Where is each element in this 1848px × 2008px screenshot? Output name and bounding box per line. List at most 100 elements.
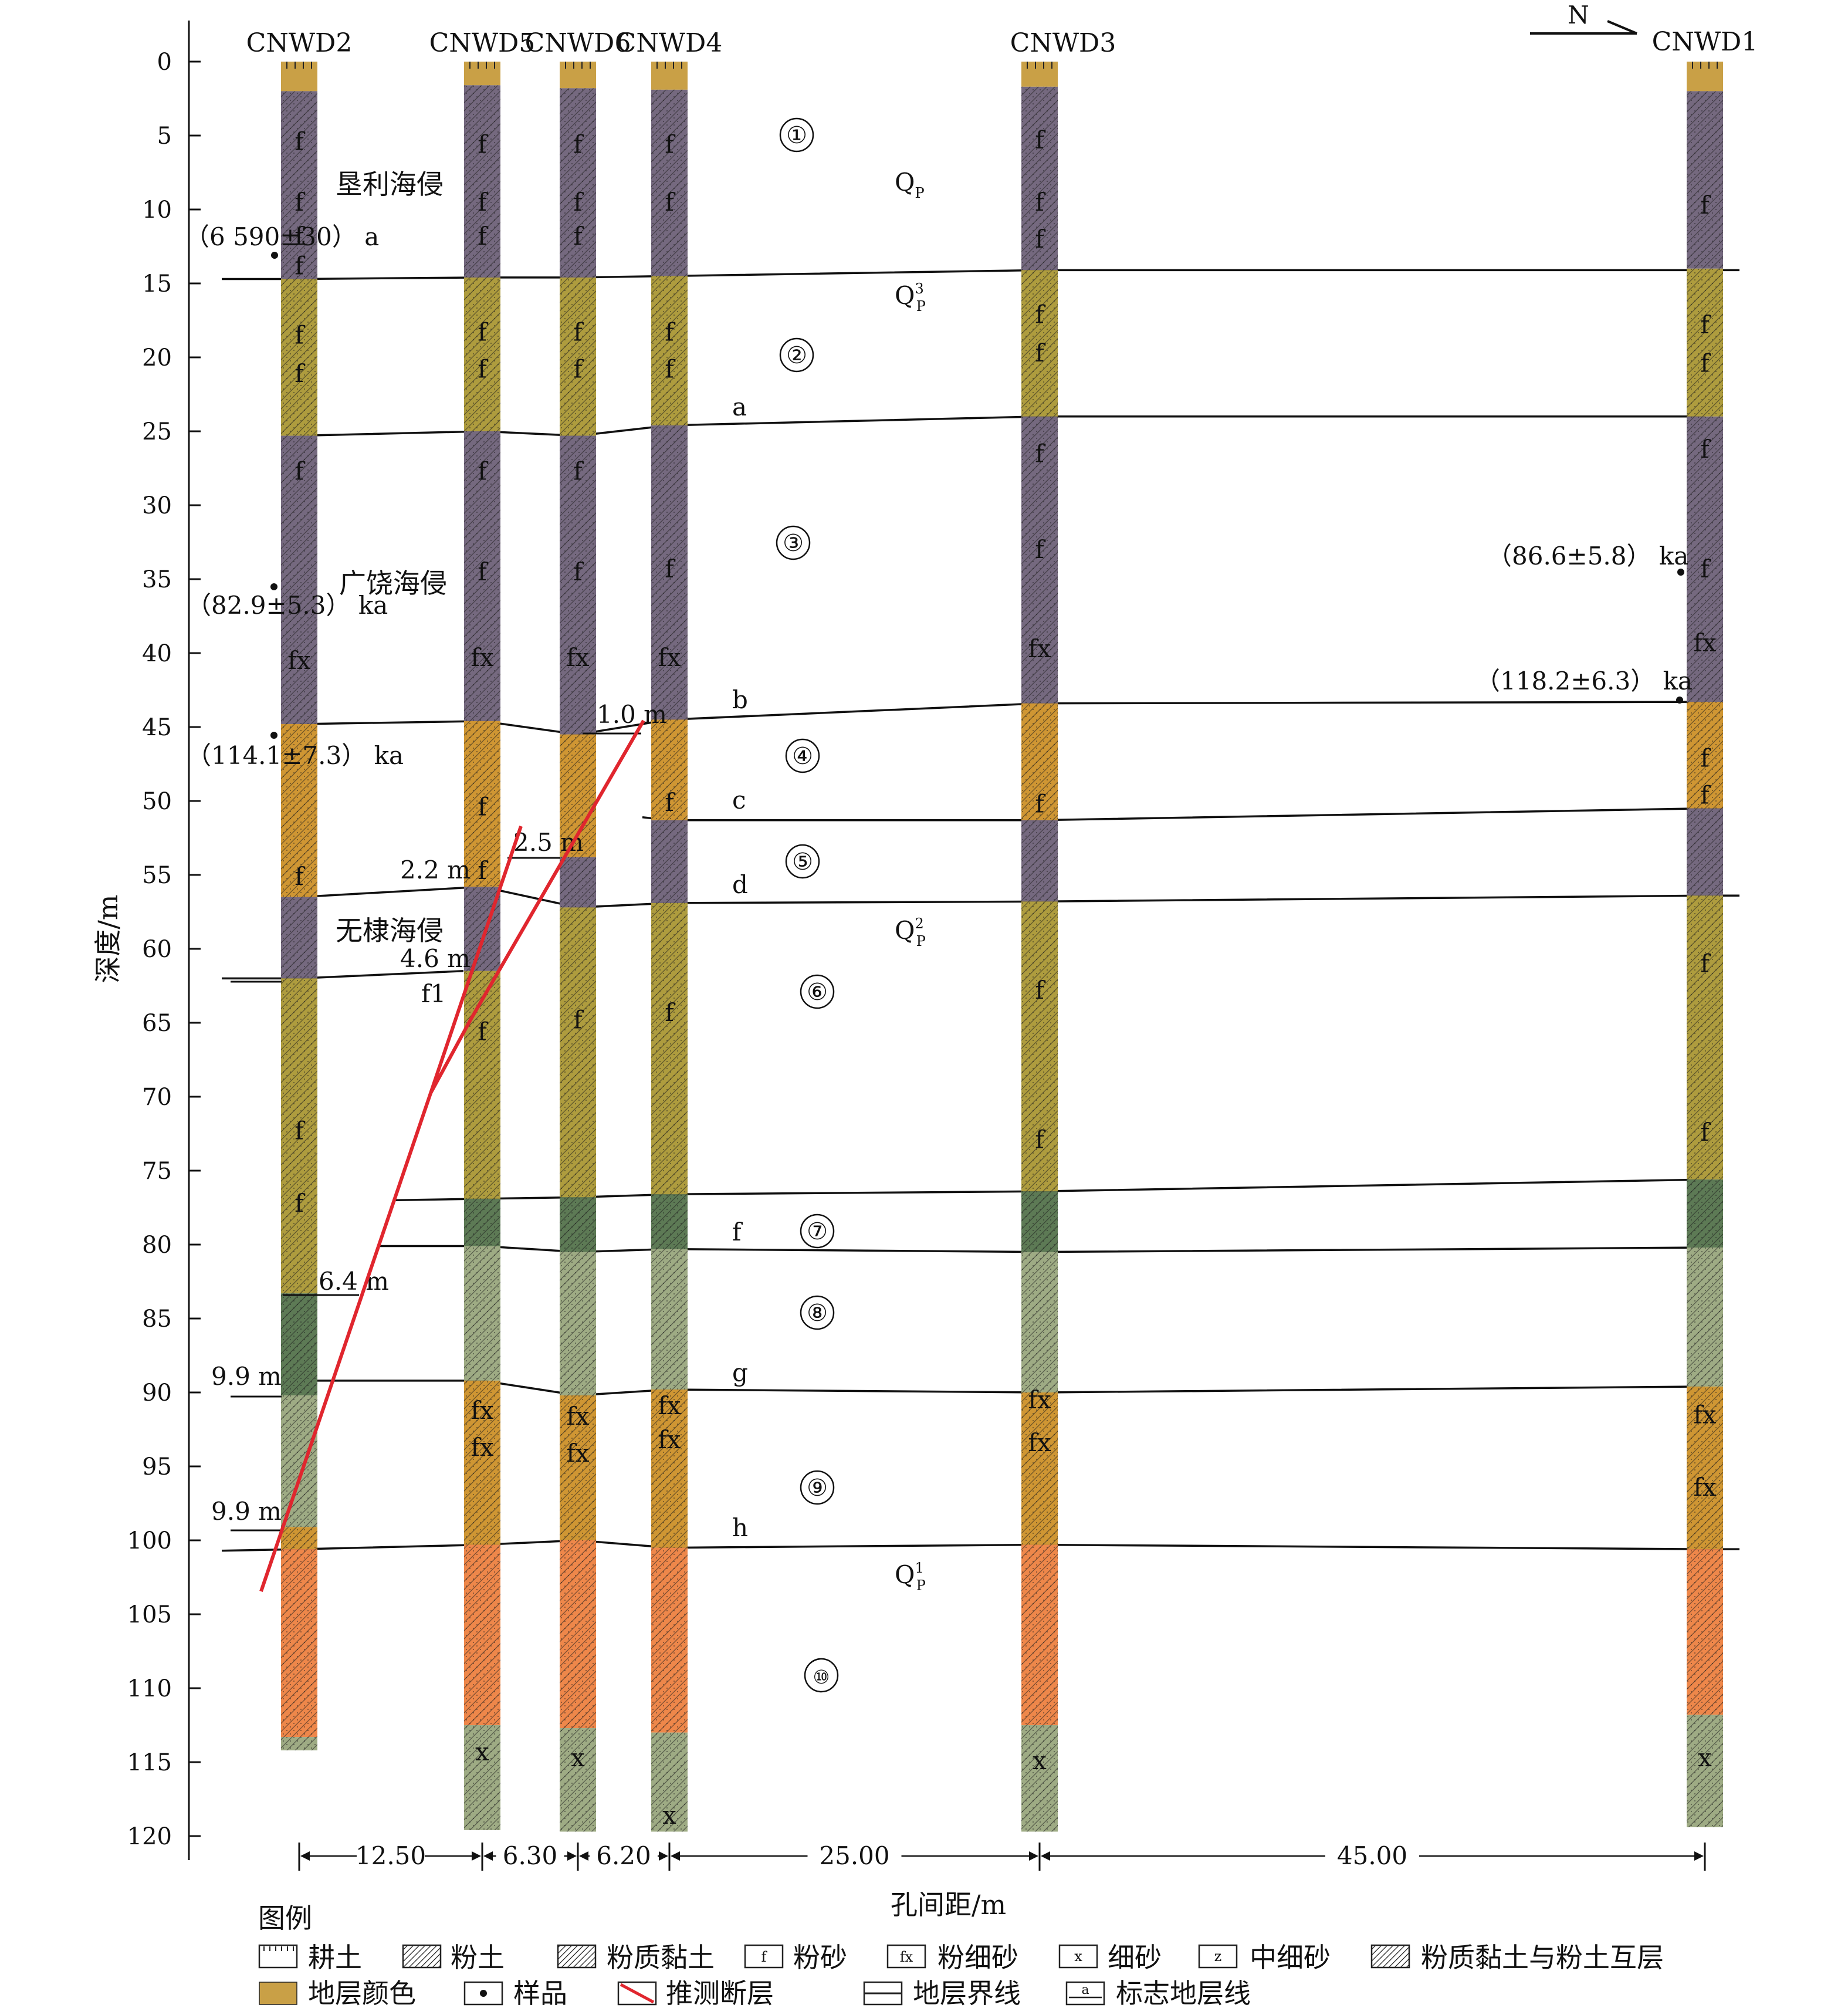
stratum-dots (560, 1540, 596, 1729)
fault-label: f1 (421, 979, 446, 1008)
stratum-dots (651, 902, 688, 1195)
boundary-letter: d (732, 870, 748, 899)
lithology-letter: f (1035, 339, 1046, 367)
stratum-dots (1021, 270, 1058, 417)
lithology-letter: f (295, 127, 306, 156)
spacing-dimension: 12.50 6.30 6.20 25.00 45.00 孔间距/m (298, 1841, 1706, 1921)
legend-title: 图例 (258, 1902, 312, 1934)
layer-4: ④ (785, 738, 820, 773)
age-qp3: Q3 P (895, 280, 926, 315)
stratum-dots (560, 435, 596, 735)
stratum-dots (560, 1252, 596, 1396)
lithology-letter: f (1035, 976, 1046, 1005)
spacing-arrowhead (1694, 1851, 1704, 1861)
layer-9: ⑨ (800, 1470, 835, 1505)
legend-item-gengtu: 耕土 (258, 1942, 362, 1973)
stratum-dots (560, 88, 596, 278)
lithology-letter: f (1035, 126, 1046, 154)
svg-text:x: x (1074, 1948, 1082, 1965)
lithology-letter: x (1033, 1746, 1047, 1775)
legend-item-sample: 样品 (463, 1977, 567, 2008)
stratum-dots (651, 1389, 688, 1548)
stratum-dots (651, 1547, 688, 1733)
legend-item-fenzhiniantu: 粉质黏土 (557, 1942, 715, 1973)
legend-item-boundary: 地层界线 (863, 1977, 1021, 2008)
stratum-dots (281, 1549, 317, 1737)
stratum-dots (1021, 1725, 1058, 1832)
lithology-letter: x (571, 1743, 585, 1772)
depth-tick-label: 20 (142, 344, 172, 371)
lithology-letter: f (1700, 349, 1711, 378)
layer-numbers: ① ② ③ ④ ⑤ ⑥ ⑦ ⑧ ⑨ ⑩ (776, 117, 839, 1693)
stratum-dots (281, 1293, 317, 1396)
boundary-letters: a b c d f g h (732, 393, 748, 1542)
stratum-dots (1021, 1252, 1058, 1392)
boundary-line (299, 701, 1705, 736)
throw-label: 9.9 m (211, 1497, 282, 1526)
spacing-label: 孔间距/m (891, 1889, 1006, 1921)
stratum-dots (1687, 702, 1723, 809)
lithology-letter: f (1700, 310, 1711, 339)
stratum-dots (464, 1725, 500, 1830)
depth-tick-label: 120 (127, 1823, 172, 1850)
lithology-letter: f (1035, 790, 1046, 819)
lithology-letter: f (573, 457, 584, 486)
stratum-dots (464, 277, 500, 431)
borehole-label: CNWD3 (1010, 28, 1116, 58)
stratum-dots (464, 971, 500, 1199)
depth-tick-label: 45 (142, 714, 172, 741)
legend-item-hucheng: 粉质黏土与粉土互层 (1370, 1942, 1664, 1973)
stratum-dots (651, 1249, 688, 1390)
lithology-letter: f (573, 222, 584, 251)
sample-label: （114.1±7.3） ka (187, 741, 404, 770)
stratum-dots (281, 91, 317, 279)
borehole-label: CNWD1 (1652, 27, 1758, 57)
lithology-letter: fx (658, 643, 681, 672)
stratum-dots (281, 897, 317, 979)
lithology-letter: f (665, 788, 676, 817)
stratum-dots (1687, 91, 1723, 269)
stratum-dots (281, 435, 317, 724)
lithology-letter: f (573, 130, 584, 159)
north-label: N (1568, 1, 1589, 29)
depth-tick-label: 0 (157, 49, 172, 76)
depth-tick-label: 105 (127, 1601, 172, 1628)
depth-tick-label: 80 (142, 1232, 172, 1259)
north-arrow: N (1530, 1, 1637, 35)
stratum-dots (1021, 820, 1058, 902)
svg-text:地层颜色: 地层颜色 (308, 1977, 416, 2008)
stratum-dots (464, 721, 500, 887)
stratum-dots (1687, 895, 1723, 1180)
depth-tick-label: 60 (142, 936, 172, 963)
stratum-dots (464, 1544, 500, 1725)
age-labels: QP Q3 P Q2 P Q1 P (895, 168, 926, 1594)
svg-text:标志地层线: 标志地层线 (1116, 1977, 1251, 2008)
spacing-value: 12.50 (356, 1841, 426, 1870)
lithology-letter: f (665, 355, 676, 384)
lithology-letter: f (478, 318, 489, 347)
lithology-letter: f (1700, 780, 1711, 809)
svg-text:⑦: ⑦ (807, 1218, 828, 1245)
stratum-dots (464, 1198, 500, 1246)
stratum-dots (281, 1737, 317, 1750)
lithology-letter: f (573, 318, 584, 347)
lithology-letter: fx (658, 1425, 681, 1454)
stratum-dots (651, 1194, 688, 1249)
spacing-arrowhead (567, 1851, 577, 1861)
layer-8: ⑧ (800, 1295, 835, 1330)
stratum-dots (560, 1728, 596, 1832)
svg-text:⑩: ⑩ (813, 1666, 830, 1688)
lithology-letter: f (295, 251, 306, 280)
boundary-line (642, 807, 1722, 822)
lithology-letter: f (478, 856, 489, 885)
spacing-value: 25.00 (819, 1841, 889, 1870)
lithology-letter: f (295, 321, 306, 350)
legend-item-fenxisha: fx 粉细砂 (886, 1942, 1018, 1973)
stratum-dots (464, 1380, 500, 1545)
stratum-dots (464, 1246, 500, 1381)
boundary-letter: f (732, 1218, 743, 1246)
